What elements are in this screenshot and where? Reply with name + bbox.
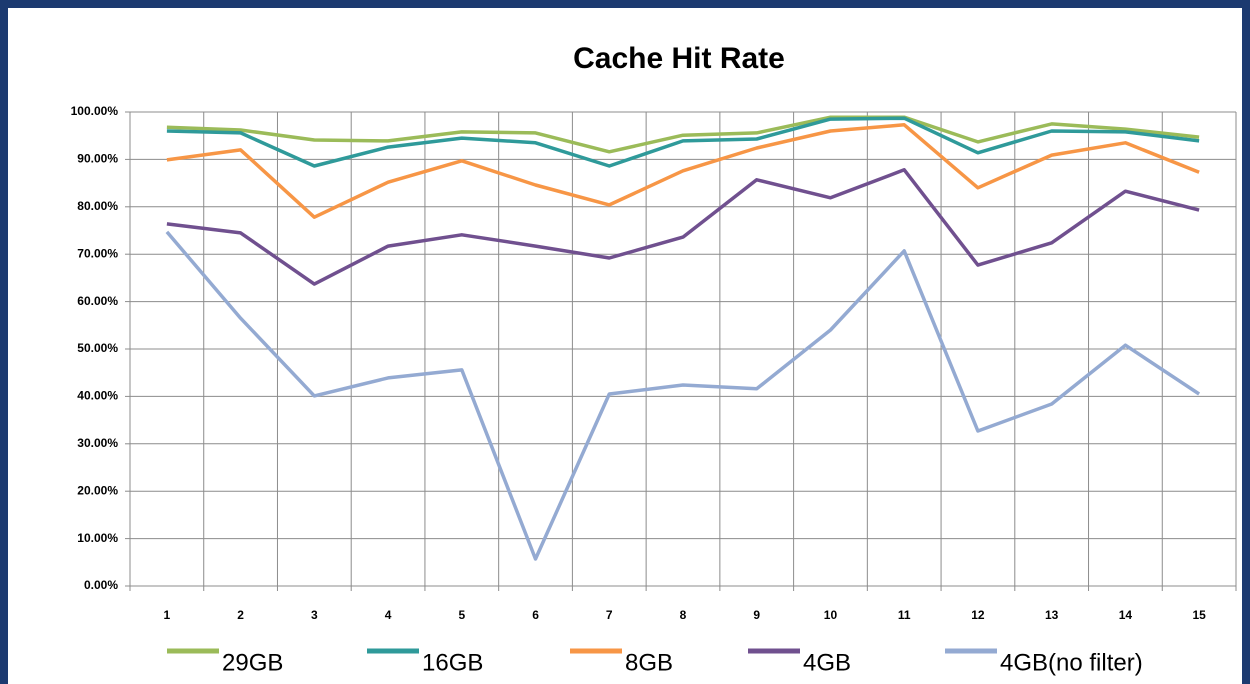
- legend-label: 8GB: [625, 649, 673, 676]
- x-tick-label: 1: [164, 608, 171, 622]
- y-tick-label: 70.00%: [77, 246, 118, 260]
- legend-label: 16GB: [422, 649, 483, 676]
- y-tick-label: 50.00%: [77, 341, 118, 355]
- data-line: [166, 168, 1200, 286]
- y-tick-label: 20.00%: [77, 483, 118, 497]
- legend-label: 4GB(no filter): [1000, 649, 1143, 676]
- x-tick-label: 5: [458, 608, 465, 622]
- legend-label: 4GB: [803, 649, 851, 676]
- y-tick-label: 30.00%: [77, 436, 118, 450]
- x-tick-label: 10: [824, 608, 838, 622]
- y-tick-label: 10.00%: [77, 531, 118, 545]
- y-tick-label: 100.00%: [71, 104, 119, 118]
- data-line: [166, 116, 1200, 168]
- x-tick-label: 8: [680, 608, 687, 622]
- y-tick-label: 0.00%: [84, 578, 118, 592]
- x-tick-label: 3: [311, 608, 318, 622]
- chart-background: [8, 8, 1242, 684]
- x-tick-label: 4: [385, 608, 392, 622]
- chart-title: Cache Hit Rate: [573, 42, 785, 75]
- x-tick-label: 14: [1119, 608, 1133, 622]
- x-tick-label: 13: [1045, 608, 1059, 622]
- x-tick-label: 11: [898, 608, 911, 622]
- x-tick-label: 6: [532, 608, 539, 622]
- y-tick-label: 90.00%: [77, 152, 118, 166]
- x-tick-label: 7: [606, 608, 613, 622]
- data-line: [166, 115, 1200, 154]
- data-line: [165, 230, 1201, 561]
- y-tick-label: 40.00%: [77, 389, 118, 403]
- x-tick-label: 9: [753, 608, 760, 622]
- legend-label: 29GB: [222, 649, 283, 676]
- x-tick-label: 15: [1192, 608, 1206, 622]
- x-tick-label: 12: [971, 608, 985, 622]
- y-tick-label: 80.00%: [77, 199, 118, 213]
- x-tick-label: 2: [237, 608, 244, 622]
- y-tick-label: 60.00%: [77, 294, 118, 308]
- data-line: [166, 123, 1200, 219]
